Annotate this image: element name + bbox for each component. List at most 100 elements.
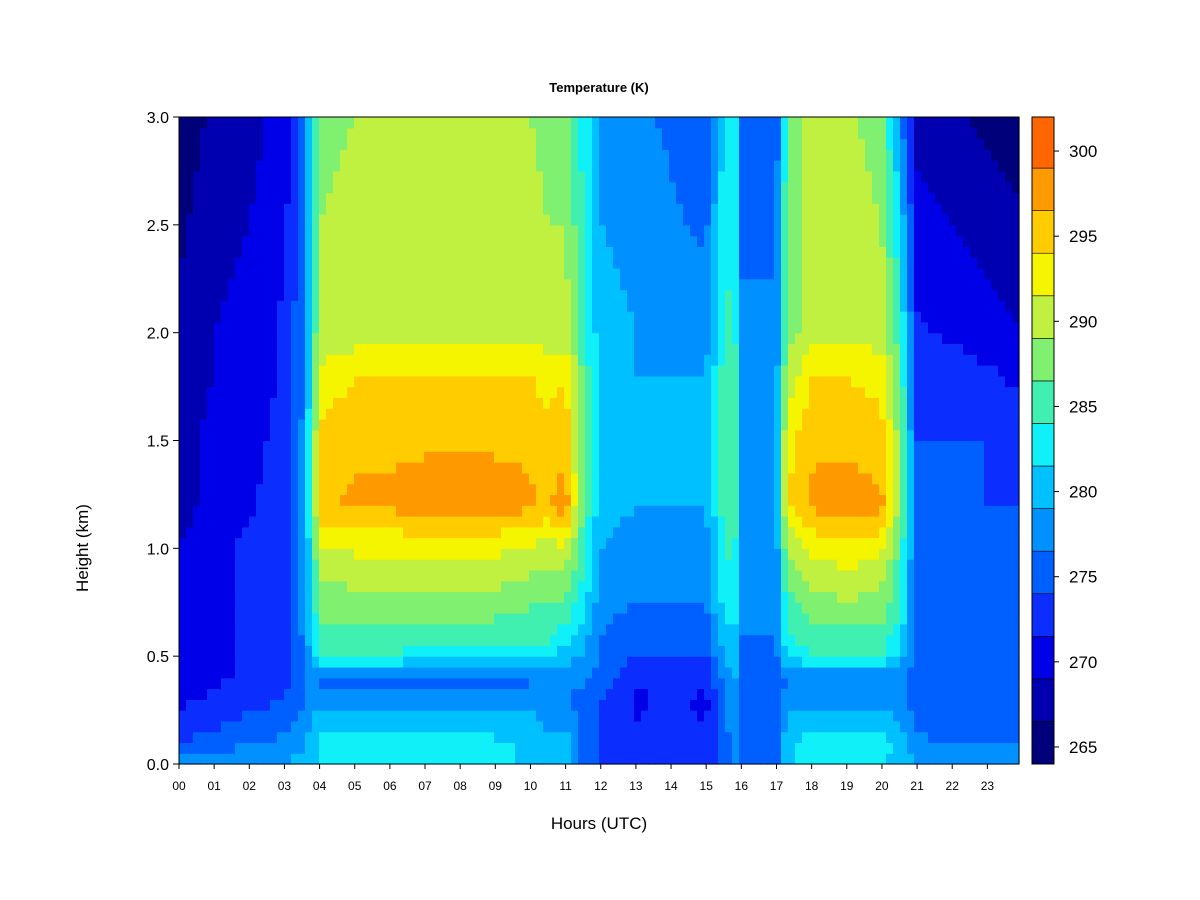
heat-cell	[410, 127, 418, 140]
heat-cell	[319, 257, 327, 269]
heat-cell	[571, 440, 579, 452]
heat-cell	[214, 472, 222, 485]
heat-cell	[494, 375, 502, 388]
heat-cell	[382, 537, 390, 549]
heat-cell	[599, 224, 607, 237]
heat-cell	[669, 267, 677, 280]
heat-cell	[207, 483, 215, 496]
heat-cell	[571, 623, 579, 636]
heat-cell	[200, 127, 208, 140]
heat-cell	[207, 472, 215, 485]
heat-cell	[697, 494, 705, 506]
heat-cell	[592, 623, 600, 636]
heat-cell	[228, 214, 236, 226]
heat-cell	[319, 699, 327, 711]
heat-cell	[739, 289, 747, 301]
heat-cell	[613, 742, 621, 754]
heat-cell	[494, 526, 502, 539]
heat-cell	[424, 656, 432, 668]
heat-cell	[599, 742, 607, 754]
heat-cell	[550, 731, 558, 744]
heat-cell	[669, 688, 677, 700]
heat-cell	[389, 149, 397, 161]
heat-cell	[487, 591, 495, 603]
heat-cell	[221, 677, 229, 690]
heat-cell	[690, 472, 698, 485]
heat-cell	[228, 278, 236, 291]
heat-cell	[256, 203, 264, 215]
heat-cell	[466, 515, 474, 528]
heat-cell	[193, 289, 201, 301]
heat-cell	[326, 214, 334, 226]
heat-cell	[186, 688, 194, 700]
heat-cell	[361, 267, 369, 280]
heat-cell	[718, 149, 726, 161]
heat-cell	[718, 246, 726, 258]
heat-cell	[382, 300, 390, 312]
heat-cell	[235, 483, 243, 496]
heat-cell	[697, 418, 705, 431]
heat-cell	[340, 246, 348, 258]
heat-cell	[732, 354, 740, 366]
heat-cell	[690, 321, 698, 334]
heat-cell	[536, 160, 544, 172]
heat-cell	[550, 666, 558, 679]
heat-cell	[256, 537, 264, 549]
heat-cell	[676, 623, 684, 636]
heat-cell	[214, 267, 222, 280]
heat-cell	[732, 559, 740, 571]
heat-cell	[452, 365, 460, 377]
heat-cell	[242, 192, 250, 204]
heat-cell	[361, 505, 369, 517]
heat-cell	[207, 354, 215, 366]
heat-cell	[578, 354, 586, 366]
heat-cell	[522, 451, 530, 463]
heat-cell	[760, 699, 768, 711]
heat-cell	[711, 731, 719, 744]
heat-cell	[277, 731, 285, 744]
heat-cell	[564, 451, 572, 463]
heat-cell	[487, 278, 495, 291]
heat-cell	[634, 559, 642, 571]
heat-cell	[347, 246, 355, 258]
heat-cell	[655, 462, 663, 474]
heat-cell	[585, 699, 593, 711]
heat-cell	[564, 365, 572, 377]
heat-cell	[333, 699, 341, 711]
heat-cell	[592, 656, 600, 668]
heat-cell	[389, 246, 397, 258]
heat-cell	[368, 440, 376, 452]
heat-cell	[592, 397, 600, 409]
heat-cell	[753, 149, 761, 161]
heat-cell	[466, 656, 474, 668]
heat-cell	[319, 138, 327, 150]
heat-cell	[256, 688, 264, 700]
heat-cell	[354, 160, 362, 172]
heat-cell	[256, 505, 264, 517]
heat-cell	[396, 753, 404, 765]
heat-cell	[179, 688, 187, 700]
heat-cell	[494, 505, 502, 517]
heat-cell	[627, 526, 635, 539]
heat-cell	[494, 397, 502, 409]
heat-cell	[459, 440, 467, 452]
heat-cell	[487, 224, 495, 237]
heat-cell	[473, 537, 481, 549]
heat-cell	[543, 613, 551, 625]
heat-cell	[256, 386, 264, 398]
heat-cell	[249, 311, 257, 323]
heat-cell	[739, 235, 747, 247]
heat-cell	[634, 580, 642, 593]
heat-cell	[368, 656, 376, 668]
heat-cell	[669, 591, 677, 603]
heat-cell	[466, 224, 474, 237]
heat-cell	[445, 731, 453, 744]
heat-cell	[655, 559, 663, 571]
heat-cell	[480, 515, 488, 528]
heat-cell	[375, 343, 383, 355]
heat-cell	[445, 634, 453, 646]
heat-cell	[620, 742, 628, 754]
heat-cell	[480, 440, 488, 452]
heat-cell	[683, 408, 691, 420]
heat-cell	[179, 483, 187, 496]
